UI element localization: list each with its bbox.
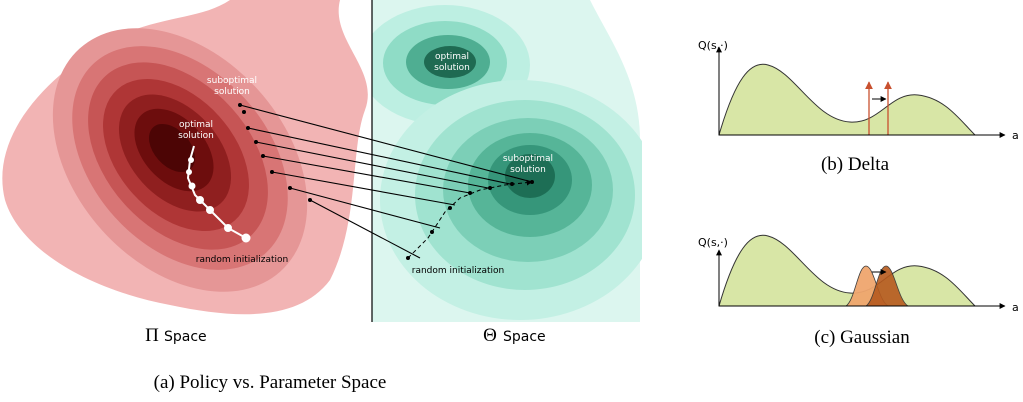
x-label: a (1012, 301, 1019, 314)
panel-c: Q(s,·) a (c) Gaussian (698, 235, 1019, 348)
panel-b: Q(s,·) a (b) Delta (698, 39, 1019, 175)
symbol: Θ (483, 325, 497, 346)
symbol: Π (145, 325, 159, 346)
label: random initialization (412, 266, 505, 276)
label: solution (434, 63, 470, 73)
page: suboptimal solution optimal solution ran… (0, 0, 1023, 402)
label: random initialization (196, 255, 289, 265)
label: solution (510, 165, 546, 175)
pi-contours (2, 0, 368, 342)
label: optimal (435, 52, 469, 62)
caption: (b) Delta (821, 154, 890, 175)
y-label: Q(s,·) (698, 236, 728, 249)
caption: (a) Policy vs. Parameter Space (154, 372, 387, 393)
figure: suboptimal solution optimal solution ran… (0, 0, 1023, 402)
label: suboptimal (503, 154, 553, 164)
label: optimal (179, 120, 213, 130)
space-label: Space (164, 329, 207, 345)
space-label: Space (503, 329, 546, 345)
x-label: a (1012, 129, 1019, 142)
label: suboptimal (207, 76, 257, 86)
label: solution (178, 131, 214, 141)
caption: (c) Gaussian (814, 327, 910, 348)
y-label: Q(s,·) (698, 39, 728, 52)
label: solution (214, 87, 250, 97)
